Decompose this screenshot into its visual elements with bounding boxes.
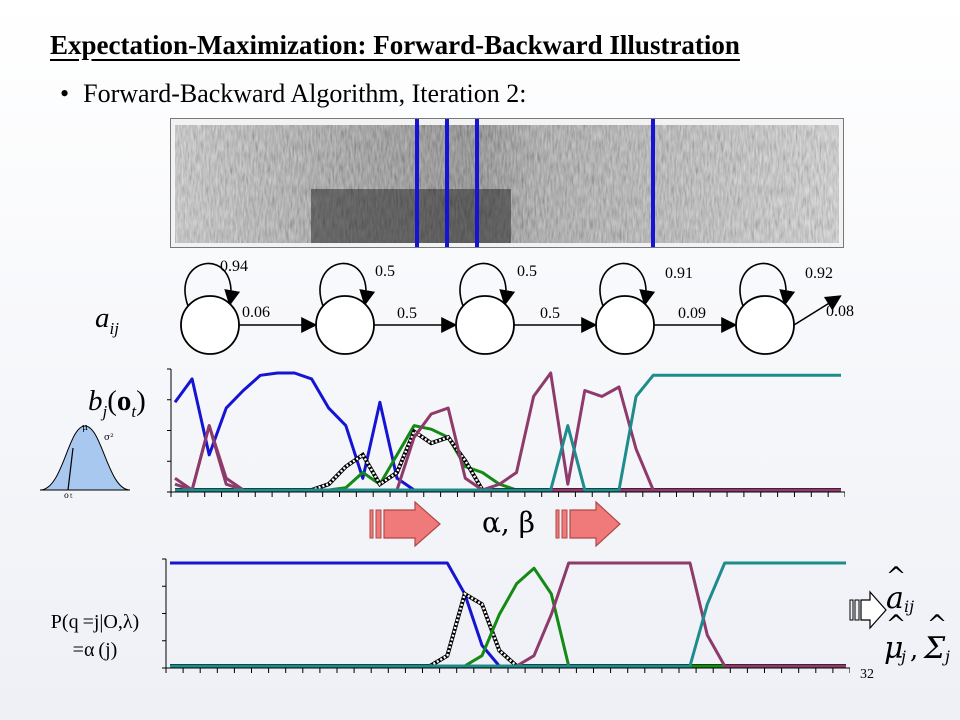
series-2 bbox=[175, 429, 841, 492]
gauss-sigma: σ² bbox=[104, 433, 114, 443]
self-prob-1: 0.5 bbox=[375, 263, 395, 280]
a-hat-sub: ij bbox=[904, 597, 914, 616]
series-4 bbox=[170, 561, 846, 668]
reestimation-arrow-icon bbox=[849, 590, 887, 630]
posterior-line2: =α (j) bbox=[72, 639, 118, 661]
self-prob-2: 0.5 bbox=[517, 263, 537, 280]
svg-text:,: , bbox=[910, 635, 918, 665]
left-block-arrow bbox=[369, 500, 441, 548]
series-0 bbox=[173, 371, 841, 492]
mu-hat: μ bbox=[884, 631, 904, 666]
trans-prob-1: 0.5 bbox=[397, 305, 417, 322]
right-block-arrow bbox=[555, 500, 621, 548]
gauss-mu: μ bbox=[82, 423, 88, 433]
trans-prob-0: 0.06 bbox=[242, 304, 270, 321]
trans-prob-2: 0.5 bbox=[540, 305, 560, 322]
trans-prob-4: 0.08 bbox=[826, 303, 854, 320]
bullet-text: Forward-Backward Algorithm, Iteration 2: bbox=[83, 79, 527, 108]
svg-text:^: ^ bbox=[927, 610, 947, 638]
self-loop-0 bbox=[184, 262, 241, 307]
hmm-state-2 bbox=[315, 295, 375, 355]
hmm-state-4 bbox=[595, 295, 655, 355]
series-0 bbox=[170, 561, 846, 668]
self-loop-4 bbox=[739, 262, 796, 307]
posterior-chart bbox=[162, 558, 850, 673]
spectrogram-image bbox=[170, 118, 844, 248]
series-2-outline bbox=[175, 428, 841, 492]
emission-prob-label: bj(ot) bbox=[88, 385, 146, 421]
exit-arrow bbox=[793, 295, 842, 326]
hmm-state-1 bbox=[180, 295, 240, 355]
series-4 bbox=[174, 371, 841, 492]
a-hat: a bbox=[886, 581, 904, 616]
series-1 bbox=[175, 424, 841, 492]
slide-title: Expectation-Maximization: Forward-Backwa… bbox=[50, 30, 740, 60]
series-1-outline bbox=[170, 590, 846, 668]
self-loop-3 bbox=[599, 262, 656, 307]
sigma-hat-sub: j bbox=[942, 647, 950, 666]
hmm-diagram: 0.94 0.06 0.5 0.5 0.5 0.5 0.91 0.09 0.92 0.08 bbox=[180, 258, 854, 355]
mu-hat-sub: j bbox=[898, 647, 906, 666]
trans-prob-3: 0.09 bbox=[678, 305, 706, 322]
alpha-beta-label: α, β bbox=[482, 506, 535, 539]
self-loop-1 bbox=[319, 262, 376, 307]
hmm-state-5 bbox=[735, 295, 795, 355]
self-loop-2 bbox=[459, 262, 516, 307]
self-prob-0: 0.94 bbox=[220, 258, 248, 275]
reestimation-block: ^ a ij ^ μ j , ^ Σ j bbox=[849, 566, 950, 666]
transition-prob-label: aij bbox=[95, 302, 119, 338]
emission-chart bbox=[167, 368, 845, 497]
series-2 bbox=[170, 566, 846, 668]
gauss-o: o bbox=[64, 491, 69, 498]
svg-text:^: ^ bbox=[886, 566, 906, 590]
posterior-label: P(q =j|O,λ) =α (j) bbox=[30, 608, 160, 664]
gauss-t: t bbox=[70, 493, 73, 498]
bullet-line: • Forward-Backward Algorithm, Iteration 2… bbox=[60, 79, 526, 109]
gaussian-icon: μ σ² o t bbox=[39, 423, 131, 498]
series-3 bbox=[170, 561, 846, 668]
page-number: 32 bbox=[860, 667, 874, 682]
sigma-hat: Σ bbox=[923, 631, 946, 666]
self-prob-3: 0.91 bbox=[665, 265, 693, 282]
bullet-glyph: • bbox=[60, 79, 70, 108]
series-1 bbox=[170, 592, 846, 668]
alpha-beta-arrows: α, β bbox=[369, 500, 621, 548]
self-prob-4: 0.92 bbox=[805, 265, 833, 282]
svg-text:^: ^ bbox=[886, 610, 906, 638]
series-5 bbox=[175, 373, 841, 492]
hmm-state-3 bbox=[455, 295, 515, 355]
posterior-line1: P(q =j|O,λ) bbox=[50, 611, 140, 633]
